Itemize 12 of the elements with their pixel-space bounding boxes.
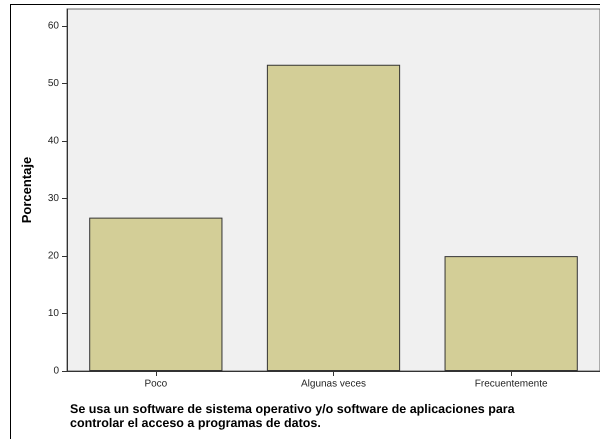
y-tick-label: 10 xyxy=(48,308,60,320)
x-tick-label: Algunas veces xyxy=(300,378,366,390)
x-tick-label: Frecuentemente xyxy=(474,378,548,390)
y-tick-label: 30 xyxy=(48,193,60,204)
y-tick-label: 0 xyxy=(53,366,60,376)
y-tick-label: 50 xyxy=(48,78,60,90)
y-axis-title: Porcentaje xyxy=(19,156,34,224)
x-axis-title: Se usa un software de sistema operativo y/o software de aplicaciones para controlar el acceso a programas de datos. xyxy=(70,402,518,430)
y-tick-label: 40 xyxy=(48,136,60,147)
y-tick-label: 20 xyxy=(48,250,60,262)
y-tick-label: 60 xyxy=(48,20,60,32)
x-tick-label: Poco xyxy=(144,378,168,390)
